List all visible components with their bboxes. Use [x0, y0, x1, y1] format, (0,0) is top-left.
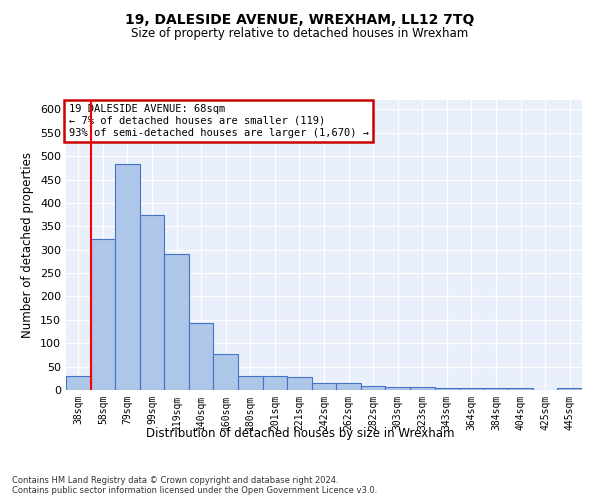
Text: Size of property relative to detached houses in Wrexham: Size of property relative to detached ho… [131, 28, 469, 40]
Bar [361, 386, 385, 390]
Text: 19 DALESIDE AVENUE: 68sqm
← 7% of detached houses are smaller (119)
93% of semi-: 19 DALESIDE AVENUE: 68sqm ← 7% of detach… [68, 104, 368, 138]
Text: Distribution of detached houses by size in Wrexham: Distribution of detached houses by size … [146, 428, 454, 440]
Bar [66, 376, 91, 390]
Bar [115, 164, 140, 390]
Bar [508, 388, 533, 390]
Bar [484, 388, 508, 390]
Y-axis label: Number of detached properties: Number of detached properties [22, 152, 34, 338]
Bar [459, 388, 484, 390]
Bar [557, 388, 582, 390]
Bar [287, 378, 312, 390]
Bar [434, 388, 459, 390]
Text: 19, DALESIDE AVENUE, WREXHAM, LL12 7TQ: 19, DALESIDE AVENUE, WREXHAM, LL12 7TQ [125, 12, 475, 26]
Bar [164, 254, 189, 390]
Bar [410, 387, 434, 390]
Bar [140, 214, 164, 390]
Bar [91, 240, 115, 390]
Bar [263, 376, 287, 390]
Bar [312, 382, 336, 390]
Bar [214, 354, 238, 390]
Bar [385, 387, 410, 390]
Text: Contains HM Land Registry data © Crown copyright and database right 2024.
Contai: Contains HM Land Registry data © Crown c… [12, 476, 377, 495]
Bar [336, 382, 361, 390]
Bar [189, 323, 214, 390]
Bar [238, 376, 263, 390]
